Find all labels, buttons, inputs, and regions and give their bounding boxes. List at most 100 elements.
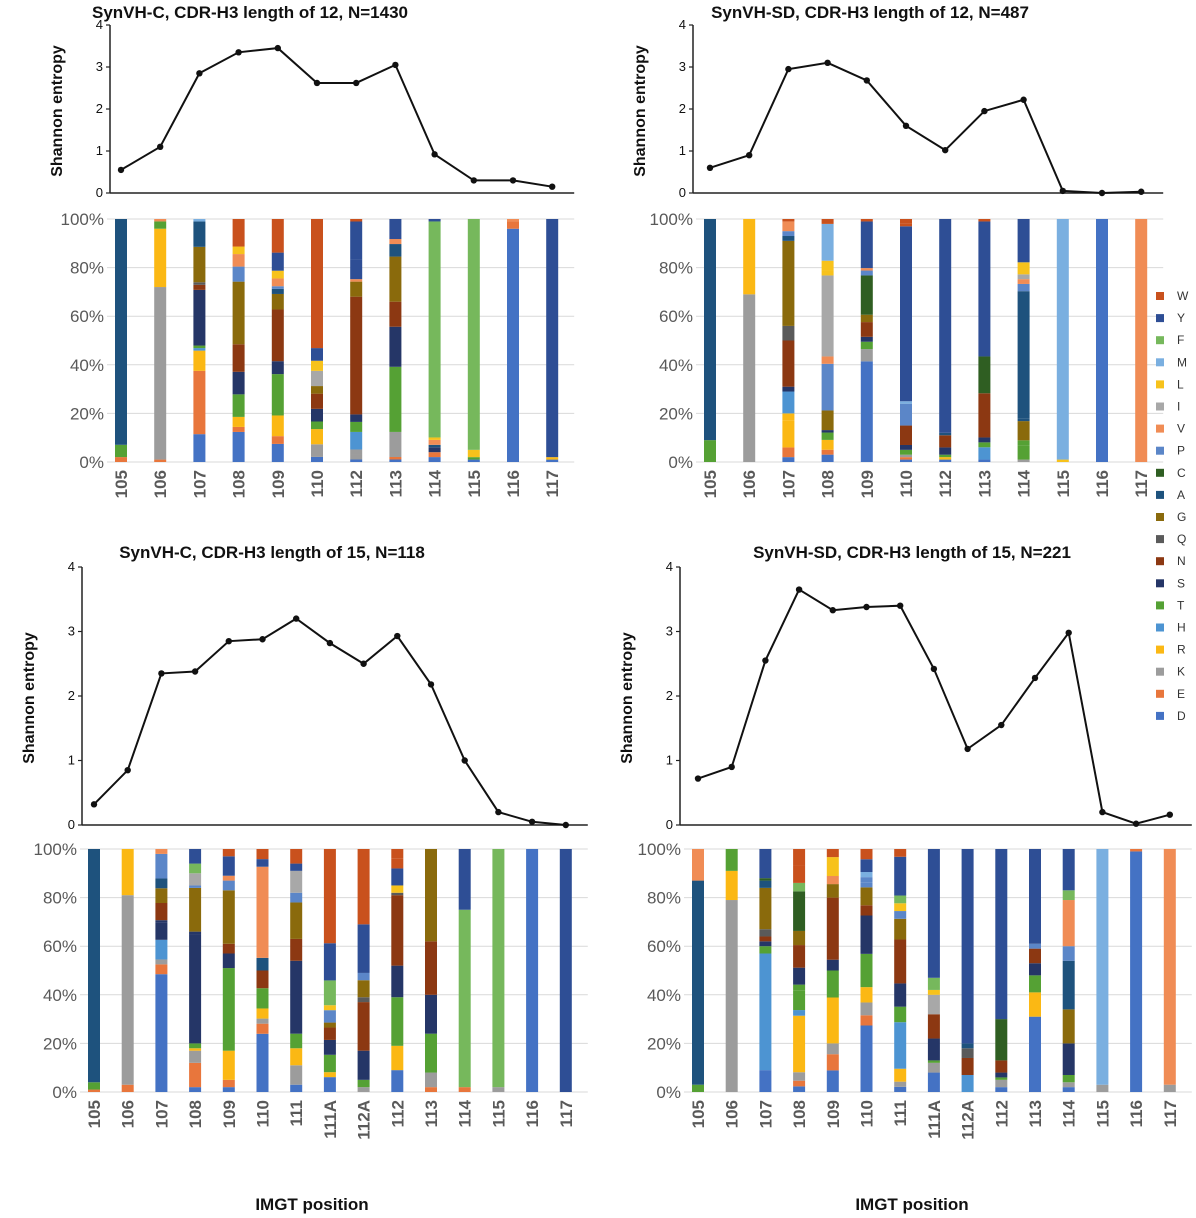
bar-segment-P — [894, 911, 907, 919]
stacked-bar-107 — [782, 219, 795, 462]
bar-segment-N — [350, 296, 363, 415]
legend-label: K — [1177, 665, 1185, 679]
bar-segment-C — [759, 878, 772, 881]
entropy-tick-label: 3 — [68, 624, 75, 639]
bar-segment-G — [793, 930, 806, 946]
legend-item-I: I — [1156, 400, 1180, 414]
legend-label: C — [1177, 466, 1186, 480]
bar-segment-G — [1017, 421, 1030, 441]
stacked-bar-112 — [995, 849, 1008, 1092]
stacked-bar-113 — [978, 219, 991, 462]
percent-tick-label: 80% — [659, 259, 693, 278]
x-tick-label: 113 — [386, 470, 405, 497]
entropy-tick-label: 4 — [96, 17, 103, 32]
bar-segment-T — [88, 1082, 100, 1090]
bar-segment-A — [271, 288, 284, 294]
bar-segment-L — [894, 903, 907, 912]
x-tick-label: 117 — [557, 1100, 576, 1127]
bar-segment-E — [826, 1054, 839, 1071]
x-tick-label: 110 — [858, 1100, 877, 1127]
bar-segment-T — [860, 953, 873, 988]
legend-swatch — [1156, 667, 1164, 676]
bar-segment-R — [391, 1045, 404, 1071]
entropy-axis-label: Shannon entropy — [21, 632, 38, 764]
bar-segment-T — [793, 984, 806, 991]
bar-segment-A — [759, 880, 772, 888]
bar-segment-L — [821, 270, 834, 276]
bar-segment-G — [821, 410, 834, 431]
bar-segment-S — [311, 408, 323, 422]
bar-segment-R — [271, 415, 284, 437]
bar-segment-Y — [927, 849, 940, 978]
entropy-point-109 — [225, 637, 232, 645]
bar-segment-Q — [759, 929, 772, 937]
entropy-line — [93, 617, 566, 826]
bar-segment-E — [88, 1089, 100, 1092]
bar-segment-E — [155, 964, 168, 975]
bar-segment-N — [995, 1060, 1008, 1073]
entropy-point-106 — [124, 766, 131, 774]
legend-swatch — [1156, 468, 1164, 477]
bar-segment-T — [704, 440, 716, 462]
bar-segment-Y — [357, 924, 370, 973]
bar-segment-E — [389, 456, 402, 460]
stacked-bar-107 — [155, 849, 168, 1092]
bar-segment-D — [939, 459, 952, 462]
bar-segment-P — [1062, 946, 1075, 961]
bar-segment-N — [978, 393, 991, 438]
entropy-point-108 — [795, 586, 803, 593]
bar-segment-H — [155, 939, 168, 960]
bar-segment-G — [357, 980, 370, 998]
bar-segment-R — [256, 1008, 269, 1019]
bar-segment-Y — [546, 219, 559, 458]
bar-segment-S — [759, 941, 772, 947]
bar-segment-K — [743, 294, 756, 462]
bar-segment-S — [894, 983, 907, 1007]
bar-segment-Y — [1029, 849, 1041, 944]
entropy-point-111 — [293, 615, 300, 622]
percent-tick-label: 0% — [668, 453, 693, 472]
bar-segment-Y — [458, 849, 471, 910]
x-tick-label: 117 — [543, 470, 562, 497]
stacked-bar-109 — [271, 219, 284, 462]
bar-segment-N — [939, 435, 952, 448]
legend-swatch — [1156, 689, 1164, 698]
x-tick-label: 116 — [504, 470, 523, 497]
bar-segment-D — [389, 459, 402, 462]
entropy-point-110 — [313, 79, 321, 87]
bar-segment-S — [391, 965, 404, 998]
bar-segment-D — [193, 434, 206, 462]
bar-segment-K — [860, 1002, 873, 1016]
legend-label: Q — [1177, 532, 1186, 546]
legend-label: D — [1177, 709, 1186, 723]
bar-segment-D — [793, 1086, 806, 1092]
entropy-point-117 — [1166, 811, 1174, 818]
x-tick-label: 110 — [897, 470, 916, 497]
bar-segment-Y — [939, 219, 952, 433]
bar-segment-W — [323, 849, 336, 944]
bar-segment-G — [894, 918, 907, 940]
bar-segment-V — [389, 239, 402, 245]
entropy-point-112 — [353, 79, 360, 87]
bar-segment-N — [256, 970, 269, 989]
bar-segment-D — [1062, 1087, 1075, 1092]
x-tick-label: 111A — [925, 1100, 944, 1139]
bar-segment-S — [939, 447, 952, 455]
entropy-point-111A — [326, 639, 334, 647]
bar-segment-N — [860, 905, 873, 916]
bar-segment-F — [428, 221, 441, 438]
chart-title: SynVH-SD, CDR-H3 length of 15, N=221 — [753, 543, 1071, 562]
bar-segment-S — [978, 437, 991, 443]
bar-segment-Y — [978, 221, 991, 357]
bar-segment-V — [256, 866, 269, 958]
bar-segment-T — [894, 1006, 907, 1023]
bar-segment-S — [189, 934, 202, 1044]
legend-item-E: E — [1156, 687, 1185, 701]
bar-segment-W — [782, 219, 795, 222]
entropy-point-111 — [897, 602, 904, 609]
bar-segment-A — [193, 221, 206, 247]
legend-item-K: K — [1156, 665, 1185, 679]
entropy-point-115 — [470, 177, 477, 184]
legend-swatch — [1156, 336, 1164, 345]
bar-segment-L — [271, 270, 284, 279]
